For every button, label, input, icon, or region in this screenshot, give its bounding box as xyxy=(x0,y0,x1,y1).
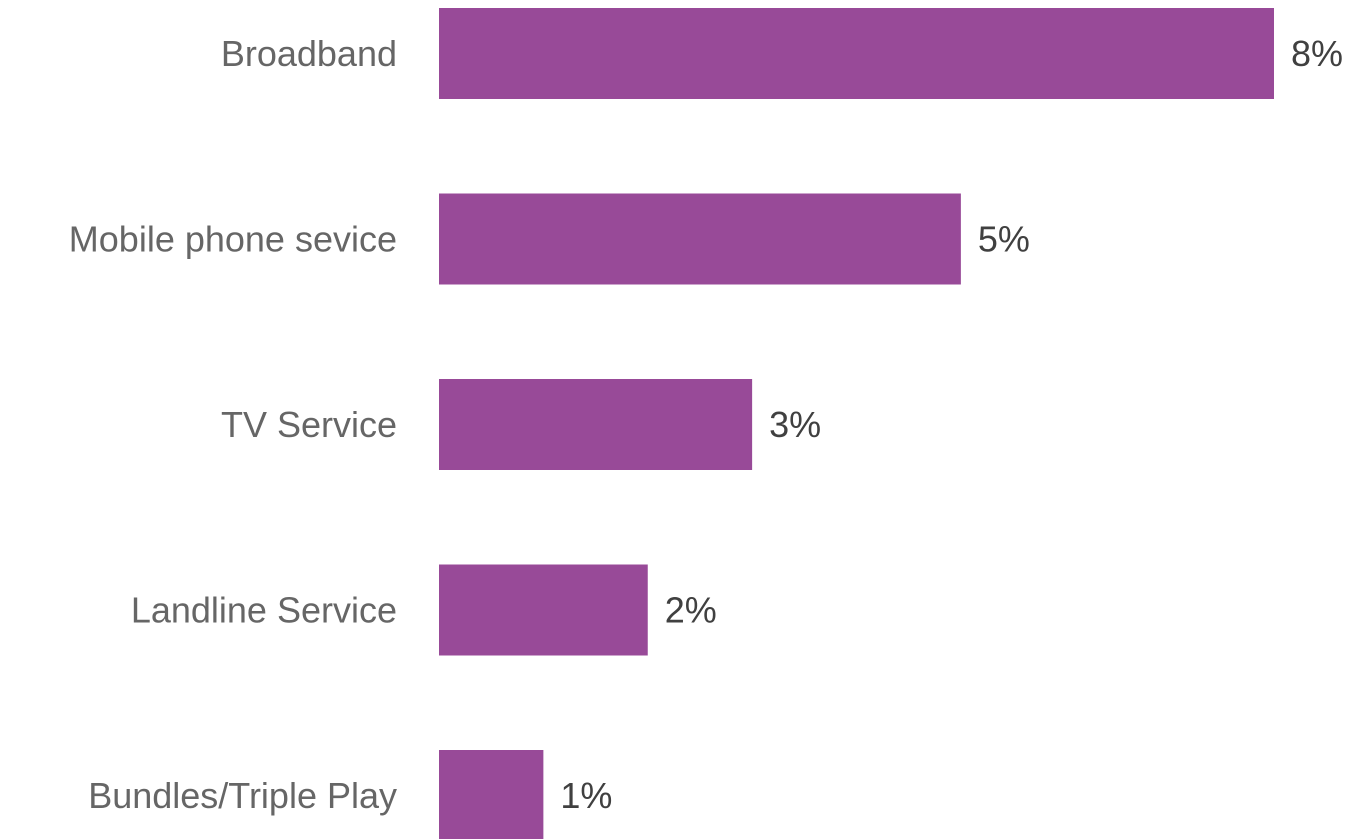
category-labels: Broadband Mobile phone sevice TV Service La… xyxy=(69,33,397,816)
value-label-broadband: 8% xyxy=(1291,33,1343,74)
bars xyxy=(439,8,1274,839)
bar-broadband xyxy=(439,8,1274,99)
value-label-tv-service: 3% xyxy=(769,404,821,445)
bar-bundles-triple-play xyxy=(439,750,544,839)
value-label-mobile-phone-sevice: 5% xyxy=(978,219,1030,260)
value-label-landline-service: 2% xyxy=(665,590,717,631)
bar-mobile-phone-sevice xyxy=(439,193,961,285)
category-label-bundles-triple-play: Bundles/Triple Play xyxy=(88,775,397,816)
bar-landline-service xyxy=(439,564,648,656)
category-label-broadband: Broadband xyxy=(221,33,397,74)
category-label-landline-service: Landline Service xyxy=(131,590,397,631)
category-label-tv-service: TV Service xyxy=(221,404,397,445)
value-labels: 8% 5% 3% 2% 1% xyxy=(560,33,1343,816)
bar-tv-service xyxy=(439,379,753,470)
value-label-bundles-triple-play: 1% xyxy=(560,775,612,816)
category-label-mobile-phone-sevice: Mobile phone sevice xyxy=(69,219,397,260)
